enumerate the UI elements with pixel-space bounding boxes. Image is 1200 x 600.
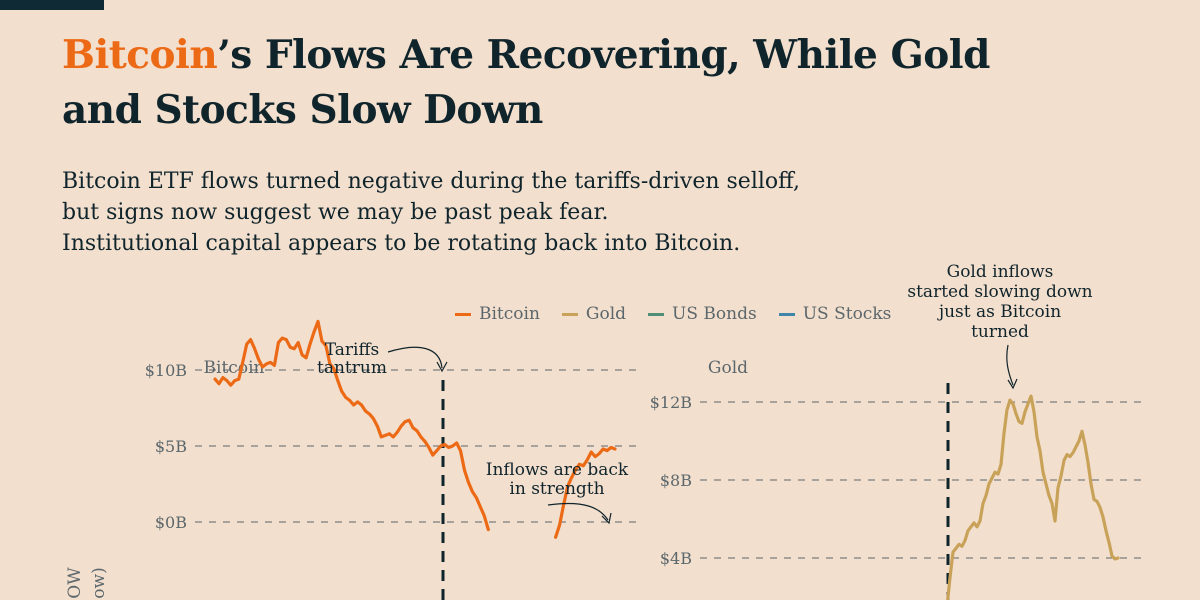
- annotation-tariffs-line-1: Tariffs: [325, 340, 380, 360]
- legend-label-bitcoin: Bitcoin: [479, 304, 540, 324]
- y-tick-label-bitcoin: $10B: [145, 361, 187, 380]
- legend-swatch-us-bonds: [648, 312, 665, 316]
- subtitle-line-3: Institutional capital appears to be rota…: [62, 231, 741, 256]
- y-tick-label-gold: $12B: [650, 393, 692, 412]
- page-title: Bitcoin’s Flows Are Recovering, While Go…: [62, 28, 1162, 138]
- subtitle: Bitcoin ETF flows turned negative during…: [62, 166, 1062, 259]
- annotation-inflows-arrow: [547, 502, 609, 521]
- annotation-tariffs-arrowhead: [436, 361, 448, 373]
- y-tick-label-bitcoin: $0B: [155, 513, 187, 532]
- y-axis-label-fragment-2: ow): [89, 567, 109, 598]
- legend-item-gold: Gold: [561, 304, 627, 324]
- annotation-gold-line-3: just as Bitcoin: [937, 302, 1061, 322]
- title-line-2: and Stocks Slow Down: [62, 87, 543, 133]
- annotation-gold-arrowhead: [1007, 378, 1018, 390]
- legend-swatch-bitcoin: [455, 312, 471, 316]
- subtitle-line-2: but signs now suggest we may be past pea…: [62, 200, 609, 225]
- annotation-inflows-line-1: Inflows are back: [486, 460, 629, 480]
- legend-label-gold: Gold: [585, 304, 627, 324]
- legend-swatch-us-stocks: [778, 312, 795, 316]
- annotation-gold-arrow: [1006, 344, 1014, 386]
- annotation-tariffs-line-2: tantrum: [317, 358, 387, 378]
- title-rest: ’s Flows Are Recovering, While Gold: [217, 32, 990, 78]
- series-line-bitcoin-0: [213, 319, 490, 532]
- annotation-inflows-arrowhead: [601, 512, 612, 525]
- annotation-gold-line-1: Gold inflows: [947, 262, 1054, 282]
- legend-label-us-bonds: US Bonds: [672, 304, 757, 324]
- legend-item-bitcoin: Bitcoin: [455, 304, 540, 324]
- title-highlight: Bitcoin: [62, 32, 218, 78]
- y-tick-label-gold: $8B: [660, 471, 692, 490]
- annotation-gold-line-4: turned: [971, 322, 1029, 342]
- annotation-gold-line-2: started slowing down: [907, 282, 1092, 302]
- subtitle-line-1: Bitcoin ETF flows turned negative during…: [62, 169, 800, 194]
- annotation-tariffs-arrow: [387, 346, 443, 369]
- corner-tab: [0, 0, 104, 10]
- chart-title-gold: Gold: [708, 358, 748, 378]
- y-tick-label-bitcoin: $5B: [155, 437, 187, 456]
- y-axis-label-fragment-1: OW: [65, 567, 85, 599]
- legend-item-us-bonds: US Bonds: [648, 304, 757, 324]
- chart-title-bitcoin: Bitcoin: [204, 358, 265, 378]
- annotation-inflows-line-2: in strength: [509, 479, 604, 499]
- legend-swatch-gold: [561, 312, 578, 316]
- legend-label-us-stocks: US Stocks: [802, 304, 892, 324]
- legend: Bitcoin Gold US Bonds US Stocks: [455, 304, 891, 324]
- series-line-bitcoin-1: [553, 445, 617, 539]
- legend-item-us-stocks: US Stocks: [778, 304, 892, 324]
- series-line-gold-0: [946, 394, 1120, 600]
- y-tick-label-gold: $4B: [660, 549, 692, 568]
